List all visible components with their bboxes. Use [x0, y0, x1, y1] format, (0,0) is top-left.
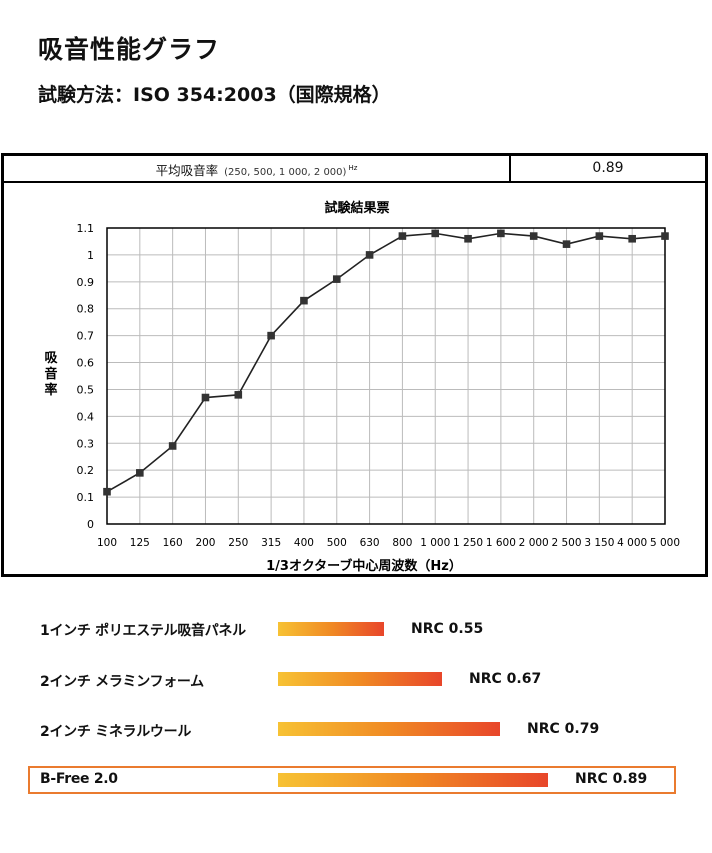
y-tick-label: 0.7 [77, 330, 95, 343]
data-point [300, 296, 308, 305]
x-tick-label: 500 [327, 537, 347, 549]
x-tick-label: 3 150 [584, 537, 614, 549]
y-tick-labels: 0 0.1 0.2 0.3 0.4 0.5 0.6 0.7 0.8 0.9 1 1.1 [77, 222, 95, 531]
x-tick-label: 1 250 [453, 537, 483, 549]
x-tick-label: 4 000 [617, 537, 647, 549]
y-tick-label: 0.1 [77, 491, 95, 504]
y-tick-label: 0.4 [77, 410, 95, 423]
data-point [267, 331, 275, 340]
page-subtitle: 試験方法：ISO 354:2003（国際規格） [38, 84, 391, 106]
data-point [562, 240, 571, 248]
nrc-name-2: 2インチ メラミンフォーム [40, 674, 204, 690]
y-tick-label: 1 [87, 249, 94, 262]
x-tick-label: 800 [392, 537, 412, 549]
data-point [398, 232, 407, 240]
y-tick-label: 0.8 [77, 303, 95, 316]
x-axis-label: 1/3オクターブ中心周波数（Hz） [266, 558, 462, 574]
x-tick-label: 630 [360, 537, 380, 549]
x-tick-label: 250 [228, 537, 248, 549]
data-point [332, 275, 341, 283]
x-tick-label: 160 [163, 537, 183, 549]
chart-title: 試験結果票 [324, 200, 389, 216]
data-point [529, 232, 538, 240]
data-point [628, 234, 636, 243]
nrc-name-4: B-Free 2.0 [40, 771, 118, 787]
x-tick-label: 400 [294, 537, 314, 549]
x-tick-label: 125 [130, 537, 150, 549]
y-tick-label: 0.9 [77, 276, 95, 289]
y-tick-label: 0.3 [77, 437, 95, 450]
data-point [431, 229, 440, 238]
chart-grid [106, 227, 666, 525]
data-point [201, 393, 210, 402]
data-point [136, 469, 144, 477]
nrc-value-3: NRC 0.79 [527, 721, 600, 737]
x-tick-labels: 100 125 160 200 250 315 400 500 630 800 1 000 1 250… [97, 537, 680, 549]
highlight-frame [28, 766, 676, 794]
average-hz-unit: Hz [348, 164, 358, 172]
data-point [464, 234, 472, 243]
x-tick-label: 2 500 [551, 537, 581, 549]
chart-panel: 平均吸音率 (250, 500, 1 000, 2 000) Hz 0.89 試験結… [1, 153, 708, 577]
x-tick-label: 5 000 [650, 537, 680, 549]
y-tick-label: 0.2 [77, 464, 95, 477]
x-tick-label: 2 000 [519, 537, 549, 549]
y-tick-label: 0 [87, 518, 94, 531]
plot-frame [106, 227, 666, 525]
average-value: 0.89 [509, 156, 705, 181]
x-tick-label: 100 [97, 537, 117, 549]
average-label: 平均吸音率 [155, 163, 219, 179]
absorption-chart: 試験結果票 吸音率 1/3オクターブ中心周波数（Hz） 0 0.1 0.2 0.3 0.… [44, 200, 680, 574]
y-tick-label: 0.6 [77, 357, 95, 370]
nrc-bar-2 [278, 672, 442, 686]
average-label-cell: 平均吸音率 (250, 500, 1 000, 2 000) Hz [4, 156, 509, 181]
data-point [595, 232, 604, 240]
nrc-value-1: NRC 0.55 [411, 621, 484, 637]
nrc-value-4: NRC 0.89 [575, 771, 648, 787]
y-tick-label: 0.5 [77, 383, 95, 396]
nrc-name-1: 1インチ ポリエステル吸音パネル [40, 623, 246, 639]
average-frequencies: (250, 500, 1 000, 2 000) [224, 167, 347, 179]
series-line [106, 232, 666, 493]
page-title: 吸音性能グラフ [38, 35, 221, 64]
data-point [661, 232, 669, 240]
nrc-name-3: 2インチ ミネラルウール [40, 724, 192, 740]
y-axis-label: 吸音率 [44, 351, 58, 398]
y-tick-label: 1.1 [77, 222, 95, 235]
x-tick-label: 200 [195, 537, 215, 549]
chart-series [103, 229, 669, 496]
average-row: 平均吸音率 (250, 500, 1 000, 2 000) Hz 0.89 [4, 156, 705, 183]
x-tick-label: 1 000 [420, 537, 450, 549]
data-point [497, 229, 505, 238]
nrc-bar-1 [278, 622, 384, 636]
nrc-value-2: NRC 0.67 [469, 671, 542, 687]
x-tick-label: 1 600 [486, 537, 516, 549]
data-point [365, 251, 374, 259]
data-point [103, 487, 111, 496]
nrc-bar-4 [278, 773, 548, 787]
nrc-bar-3 [278, 722, 500, 736]
x-tick-label: 315 [261, 537, 281, 549]
data-point [234, 391, 243, 399]
data-point [168, 442, 177, 450]
